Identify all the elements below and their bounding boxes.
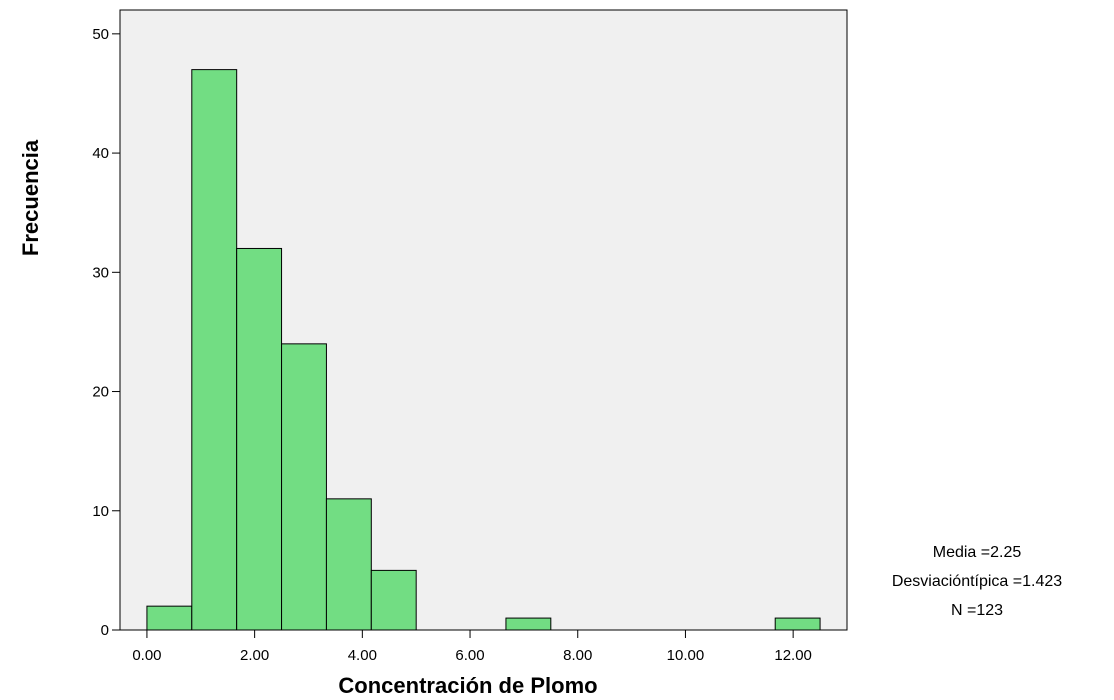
x-tick-label: 6.00 xyxy=(455,647,484,664)
x-tick-label: 4.00 xyxy=(348,647,377,664)
histogram-bar xyxy=(191,69,238,631)
y-axis: 0 10 20 30 40 50 xyxy=(92,26,120,639)
y-tick-label: 20 xyxy=(92,384,109,401)
histogram-bar xyxy=(505,617,552,631)
x-axis-title: Concentración de Plomo xyxy=(338,673,597,698)
y-tick-label: 50 xyxy=(92,26,109,43)
stats-std: Desviacióntípica =1.423 xyxy=(892,573,1062,590)
histogram-bar xyxy=(146,605,193,631)
y-axis-title: Frecuencia xyxy=(18,139,43,256)
y-tick-label: 10 xyxy=(92,503,109,520)
stats-mean: Media =2.25 xyxy=(933,544,1022,561)
histogram-bars xyxy=(146,69,821,631)
histogram-bar xyxy=(281,343,327,631)
x-tick-label: 2.00 xyxy=(240,647,269,664)
stats-box: Media =2.25 Desviacióntípica =1.423 N =1… xyxy=(892,544,1062,619)
x-tick-label: 12.00 xyxy=(774,647,812,664)
x-tick-label: 10.00 xyxy=(667,647,705,664)
x-tick-label: 0.00 xyxy=(132,647,161,664)
histogram-bar xyxy=(325,498,372,631)
y-tick-label: 30 xyxy=(92,264,109,281)
histogram-bar xyxy=(370,569,417,631)
histogram-bar xyxy=(236,247,283,631)
stats-n: N =123 xyxy=(951,602,1003,619)
x-tick-label: 8.00 xyxy=(563,647,592,664)
histogram-bar xyxy=(774,617,821,631)
x-axis: 0.00 2.00 4.00 6.00 8.00 10.00 12.00 xyxy=(132,630,812,664)
y-tick-label: 40 xyxy=(92,145,109,162)
y-tick-label: 0 xyxy=(101,622,109,639)
